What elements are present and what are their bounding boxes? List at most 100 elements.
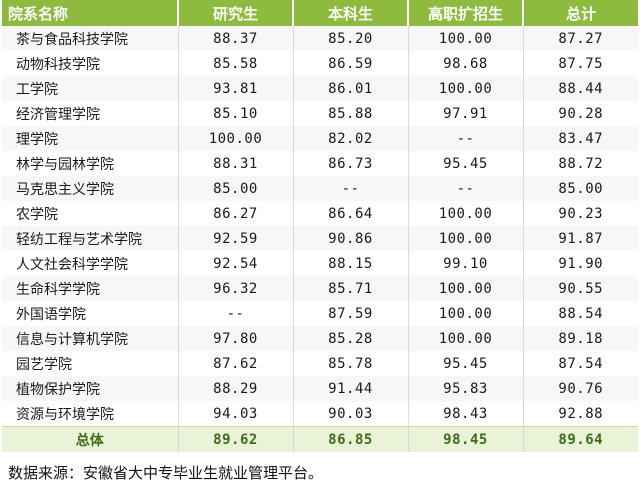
cell-graduate: 96.32 [178,276,294,301]
cell-department: 信息与计算机学院 [2,326,179,351]
cell-department: 园艺学院 [2,351,179,376]
cell-undergraduate: 86.73 [293,151,409,176]
cell-total: 90.76 [523,376,638,401]
table-row: 轻纺工程与艺术学院 92.59 90.86 100.00 91.87 [2,226,638,251]
cell-total: 91.90 [523,251,638,276]
cell-vocational: 100.00 [408,76,524,101]
header-department: 院系名称 [2,0,179,26]
header-vocational: 高职扩招生 [408,0,524,26]
cell-department: 马克思主义学院 [2,176,179,201]
cell-undergraduate: 82.02 [293,126,409,151]
cell-department: 人文社会科学学院 [2,251,179,276]
cell-department: 植物保护学院 [2,376,179,401]
cell-total: 90.23 [523,201,638,226]
cell-vocational: 97.91 [408,101,524,126]
cell-department: 经济管理学院 [2,101,179,126]
cell-department: 外国语学院 [2,301,179,326]
table-row: 生命科学学院 96.32 85.71 100.00 90.55 [2,276,638,301]
table-row: 资源与环境学院 94.03 90.03 98.43 92.88 [2,401,638,427]
total-overall: 89.64 [523,426,638,452]
cell-vocational: 98.43 [408,401,524,427]
cell-graduate: 97.80 [178,326,294,351]
cell-vocational: 100.00 [408,201,524,226]
table-row: 经济管理学院 85.10 85.88 97.91 90.28 [2,101,638,126]
cell-total: 87.75 [523,51,638,76]
cell-total: 89.18 [523,326,638,351]
cell-vocational: 100.00 [408,26,524,51]
cell-vocational: -- [408,126,524,151]
cell-undergraduate: 85.20 [293,26,409,51]
cell-undergraduate: 85.88 [293,101,409,126]
cell-undergraduate: 87.59 [293,301,409,326]
cell-department: 林学与园林学院 [2,151,179,176]
cell-vocational: -- [408,176,524,201]
header-total: 总计 [523,0,638,26]
cell-undergraduate: 85.78 [293,351,409,376]
cell-total: 91.87 [523,226,638,251]
cell-graduate: 85.00 [178,176,294,201]
cell-graduate: 100.00 [178,126,294,151]
cell-graduate: -- [178,301,294,326]
cell-department: 动物科技学院 [2,51,179,76]
cell-vocational: 100.00 [408,226,524,251]
cell-undergraduate: 91.44 [293,376,409,401]
cell-vocational: 100.00 [408,276,524,301]
cell-undergraduate: 86.01 [293,76,409,101]
cell-vocational: 95.83 [408,376,524,401]
cell-department: 工学院 [2,76,179,101]
header-graduate: 研究生 [178,0,294,26]
table-header: 院系名称 研究生 本科生 高职扩招生 总计 [2,0,638,26]
table-row: 林学与园林学院 88.31 86.73 95.45 88.72 [2,151,638,176]
cell-total: 88.44 [523,76,638,101]
cell-graduate: 94.03 [178,401,294,427]
cell-graduate: 88.37 [178,26,294,51]
total-graduate: 89.62 [178,426,294,452]
total-undergraduate: 86.85 [293,426,409,452]
cell-undergraduate: 85.71 [293,276,409,301]
cell-vocational: 100.00 [408,326,524,351]
table-row: 理学院 100.00 82.02 -- 83.47 [2,126,638,151]
total-vocational: 98.45 [408,426,524,452]
cell-total: 88.72 [523,151,638,176]
cell-vocational: 95.45 [408,151,524,176]
table-row: 动物科技学院 85.58 86.59 98.68 87.75 [2,51,638,76]
table-row: 工学院 93.81 86.01 100.00 88.44 [2,76,638,101]
cell-department: 理学院 [2,126,179,151]
cell-graduate: 85.58 [178,51,294,76]
cell-vocational: 100.00 [408,301,524,326]
cell-graduate: 87.62 [178,351,294,376]
cell-graduate: 88.31 [178,151,294,176]
cell-undergraduate: 86.59 [293,51,409,76]
header-row: 院系名称 研究生 本科生 高职扩招生 总计 [2,0,638,26]
cell-total: 85.00 [523,176,638,201]
cell-total: 92.88 [523,401,638,427]
cell-graduate: 88.29 [178,376,294,401]
cell-total: 90.55 [523,276,638,301]
cell-graduate: 92.59 [178,226,294,251]
table-row: 人文社会科学学院 92.54 88.15 99.10 91.90 [2,251,638,276]
cell-total: 83.47 [523,126,638,151]
cell-undergraduate: -- [293,176,409,201]
table-row: 信息与计算机学院 97.80 85.28 100.00 89.18 [2,326,638,351]
cell-vocational: 95.45 [408,351,524,376]
cell-undergraduate: 88.15 [293,251,409,276]
header-undergraduate: 本科生 [293,0,409,26]
table-body: 茶与食品科技学院 88.37 85.20 100.00 87.27 动物科技学院 85.58… [2,26,638,452]
employment-rate-table: 院系名称 研究生 本科生 高职扩招生 总计 茶与食品科技学院 88.37 85.20… [2,0,638,452]
cell-vocational: 99.10 [408,251,524,276]
table-row: 植物保护学院 88.29 91.44 95.83 90.76 [2,376,638,401]
cell-total: 87.54 [523,351,638,376]
cell-department: 农学院 [2,201,179,226]
cell-undergraduate: 86.64 [293,201,409,226]
cell-department: 生命科学学院 [2,276,179,301]
cell-total: 87.27 [523,26,638,51]
cell-undergraduate: 90.86 [293,226,409,251]
table-row: 外国语学院 -- 87.59 100.00 88.54 [2,301,638,326]
total-label: 总体 [2,426,179,452]
total-row: 总体 89.62 86.85 98.45 89.64 [2,426,638,452]
cell-undergraduate: 90.03 [293,401,409,427]
table-row: 农学院 86.27 86.64 100.00 90.23 [2,201,638,226]
cell-department: 茶与食品科技学院 [2,26,179,51]
cell-graduate: 85.10 [178,101,294,126]
cell-department: 资源与环境学院 [2,401,179,427]
